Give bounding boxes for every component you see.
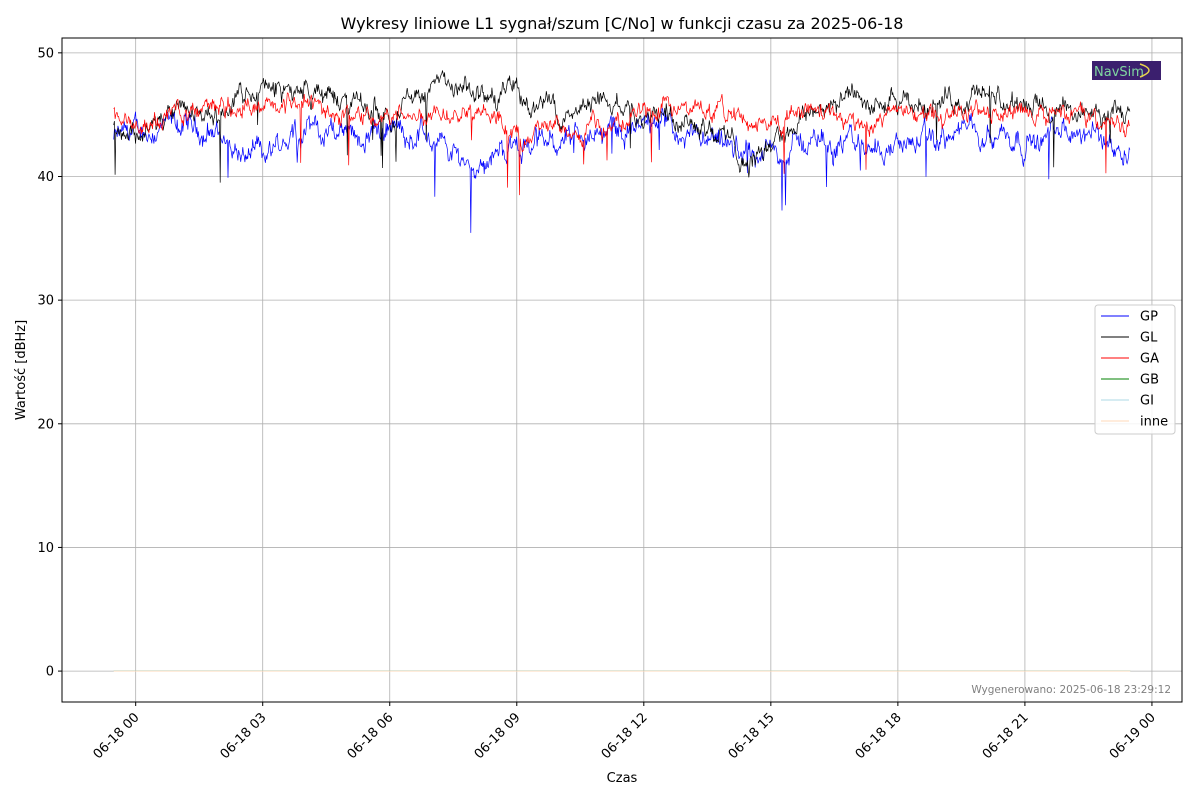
- x-tick-label: 06-18 18: [853, 710, 905, 762]
- y-tick-label: 50: [37, 46, 54, 61]
- legend-label-GB: GB: [1140, 373, 1159, 388]
- svg-text:NavSim: NavSim: [1094, 65, 1144, 80]
- x-tick-label: 06-18 03: [218, 710, 270, 762]
- x-tick-label: 06-18 00: [91, 710, 143, 762]
- legend-label-GI: GI: [1140, 394, 1154, 409]
- legend-label-GL: GL: [1140, 331, 1158, 346]
- series-line-GP: [113, 107, 1131, 233]
- generated-annotation: Wygenerowano: 2025-06-18 23:29:12: [971, 684, 1171, 696]
- x-tick-label: 06-18 12: [599, 710, 651, 762]
- y-tick-label: 20: [37, 417, 54, 432]
- x-tick-label: 06-18 06: [345, 710, 397, 762]
- x-tick-label: 06-18 09: [472, 710, 524, 762]
- x-axis-label: Czas: [607, 771, 638, 786]
- legend: GP GL GA GB GI inne: [1094, 304, 1176, 435]
- navsim-logo: NavSim: [1092, 61, 1161, 80]
- y-tick-label: 40: [37, 170, 54, 185]
- legend-label-GA: GA: [1140, 352, 1159, 367]
- y-tick-label: 0: [46, 665, 54, 680]
- x-tick-label: 06-19 00: [1107, 710, 1159, 762]
- legend-label-inne: inne: [1140, 415, 1168, 430]
- plot-frame: [61, 37, 1183, 703]
- chart-title: Wykresy liniowe L1 sygnał/szum [C/No] w …: [341, 14, 904, 33]
- series-group: [113, 70, 1131, 672]
- legend-label-GP: GP: [1140, 310, 1158, 325]
- y-tick-label: 30: [37, 294, 54, 309]
- y-axis-label: Wartość [dBHz]: [14, 320, 29, 420]
- x-tick-label: 06-18 15: [726, 710, 778, 762]
- series-line-GA: [113, 92, 1131, 196]
- x-tick-label: 06-18 21: [980, 710, 1032, 762]
- grid: [62, 38, 1182, 702]
- y-tick-label: 10: [37, 541, 54, 556]
